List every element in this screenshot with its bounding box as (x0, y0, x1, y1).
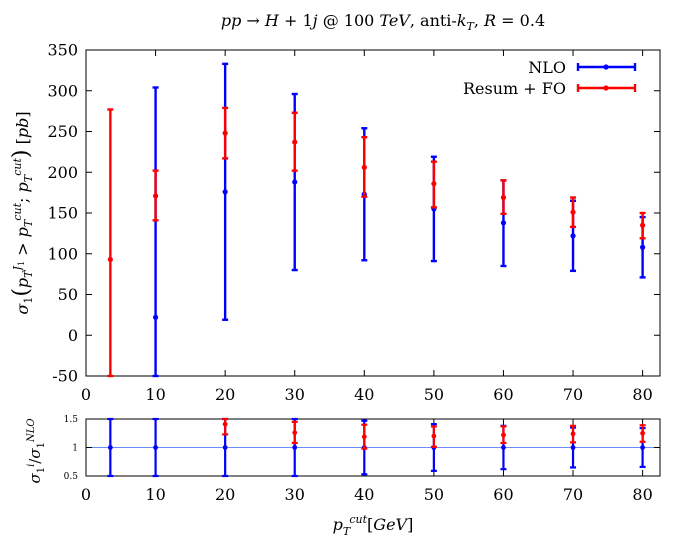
ratio-resum-fo-point-5 (570, 424, 577, 444)
main-nlo-marker-5 (500, 220, 507, 226)
ratio-resum-fo-marker-0 (222, 421, 228, 427)
main-y-tick-label-250: 250 (47, 122, 78, 141)
main-resum-fo-marker-3 (292, 139, 298, 145)
main-nlo-point-1 (222, 62, 229, 321)
main-y-tick-label--50: -50 (52, 367, 78, 386)
ratio-resum-fo-marker-1 (292, 430, 298, 436)
ratio-y-tick-label-1: 1 (72, 444, 78, 454)
main-y-tick-label-100: 100 (47, 244, 78, 263)
main-nlo-marker-6 (570, 233, 576, 239)
main-y-ticks: -50 0 50 100 150 200 250 300 350 (47, 41, 660, 386)
main-resum-fo-marker-5 (431, 181, 437, 187)
main-x-tick-label-10: 10 (145, 385, 165, 404)
legend-marker-1 (603, 85, 609, 91)
main-x-tick-label-0: 0 (81, 385, 91, 404)
main-x-tick-label-40: 40 (354, 385, 374, 404)
ratio-nlo-marker-6 (501, 445, 506, 450)
ratio-resum-fo-marker-3 (431, 433, 437, 439)
ratio-nlo-marker-7 (570, 445, 576, 450)
main-resum-fo-point-3 (291, 111, 298, 172)
main-x-tick-label-80: 80 (632, 385, 652, 404)
main-resum-fo-point-4 (361, 136, 368, 198)
ratio-x-ticks: 0 10 20 30 40 50 60 70 80 (81, 419, 653, 504)
main-resum-fo-point-5 (430, 160, 437, 209)
legend-label-nlo: NLO (528, 58, 566, 77)
main-resum-fo-point-1 (152, 169, 159, 222)
x-axis-label: pTcut[GeV] (333, 513, 414, 538)
ratio-y-tick-label-0.5: 0.5 (64, 472, 79, 482)
ratio-resum-fo-point-6 (639, 424, 646, 443)
main-resum-fo-point-8 (639, 211, 646, 240)
ratio-x-tick-label-80: 80 (632, 485, 652, 504)
legend: NLO Resum + FO (463, 58, 637, 98)
chart-title: pp → H + 1j @ 100 TeV, anti-kT, R = 0.4 (221, 11, 545, 33)
ratio-resum-fo-marker-5 (570, 431, 576, 437)
legend-symbol-nlo (576, 63, 637, 71)
ratio-resum-fo-point-0 (222, 417, 229, 436)
ratio-x-tick-label-50: 50 (424, 485, 444, 504)
ratio-resum-fo-marker-4 (501, 432, 506, 438)
ratio-nlo-point-1 (152, 417, 159, 478)
main-resum-fo-marker-6 (500, 194, 507, 201)
main-resum-fo-marker-1 (152, 193, 159, 199)
main-resum-fo-marker-8 (640, 222, 646, 228)
main-y-tick-label-350: 350 (47, 41, 78, 60)
main-y-tick-label-300: 300 (47, 81, 78, 100)
main-resum-fo-marker-7 (570, 209, 576, 215)
main-resum-fo-point-6 (500, 179, 507, 216)
ratio-resum-fo-point-3 (430, 425, 437, 449)
ratio-y-ticks: 0.5 1 1.5 (64, 415, 660, 482)
main-nlo-point-0 (152, 86, 159, 378)
main-x-tick-label-70: 70 (563, 385, 583, 404)
ratio-x-tick-label-40: 40 (354, 485, 374, 504)
main-resum-fo-marker-4 (361, 164, 367, 170)
main-nlo-marker-2 (292, 179, 298, 185)
ratio-nlo-marker-1 (153, 445, 158, 450)
ratio-y-axis-label: σ1i/σ1NLO (26, 418, 47, 483)
legend-symbol-resum-fo (576, 84, 637, 92)
main-resum-fo-point-7 (570, 196, 577, 229)
main-resum-fo-point-0 (107, 108, 114, 378)
ratio-resum-fo-marker-6 (640, 430, 646, 436)
main-y-tick-label-200: 200 (47, 163, 78, 182)
main-x-tick-label-30: 30 (285, 385, 305, 404)
main-nlo-marker-1 (222, 189, 228, 195)
main-y-tick-label-50: 50 (58, 285, 78, 304)
ratio-nlo-marker-8 (640, 445, 646, 450)
ratio-x-tick-label-20: 20 (215, 485, 235, 504)
legend-label-resum-fo: Resum + FO (463, 79, 566, 98)
legend-marker-0 (603, 64, 609, 70)
ratio-series (107, 417, 646, 478)
main-y-tick-label-0: 0 (68, 326, 78, 345)
ratio-nlo-marker-2 (222, 445, 228, 450)
main-x-tick-label-20: 20 (215, 385, 235, 404)
main-y-axis-label: σ1(pTJ1 > pTcut; pTcut) [pb] (9, 111, 35, 314)
ratio-resum-fo-point-4 (500, 425, 507, 445)
ratio-x-tick-label-30: 30 (285, 485, 305, 504)
ratio-x-tick-label-0: 0 (81, 485, 91, 504)
ratio-resum-fo-point-2 (361, 423, 368, 450)
main-nlo-marker-0 (152, 314, 159, 320)
main-resum-fo-marker-2 (222, 130, 228, 136)
ratio-nlo-point-0 (107, 417, 114, 478)
main-series (107, 62, 646, 378)
main-x-tick-label-50: 50 (424, 385, 444, 404)
ratio-resum-fo-point-1 (291, 420, 298, 445)
main-nlo-marker-7 (640, 244, 646, 250)
ratio-y-tick-label-1.5: 1.5 (64, 415, 79, 425)
ratio-nlo-marker-3 (292, 445, 298, 450)
main-x-ticks: 0 10 20 30 40 50 60 70 80 (81, 50, 653, 404)
main-resum-fo-marker-0 (107, 256, 113, 263)
main-resum-fo-point-2 (222, 106, 229, 160)
ratio-nlo-marker-0 (107, 445, 113, 450)
ratio-x-tick-label-60: 60 (493, 485, 513, 504)
main-x-tick-label-60: 60 (493, 385, 513, 404)
ratio-x-tick-label-10: 10 (145, 485, 165, 504)
ratio-resum-fo-marker-2 (361, 434, 367, 440)
ratio-x-tick-label-70: 70 (563, 485, 583, 504)
main-y-tick-label-150: 150 (47, 204, 78, 223)
